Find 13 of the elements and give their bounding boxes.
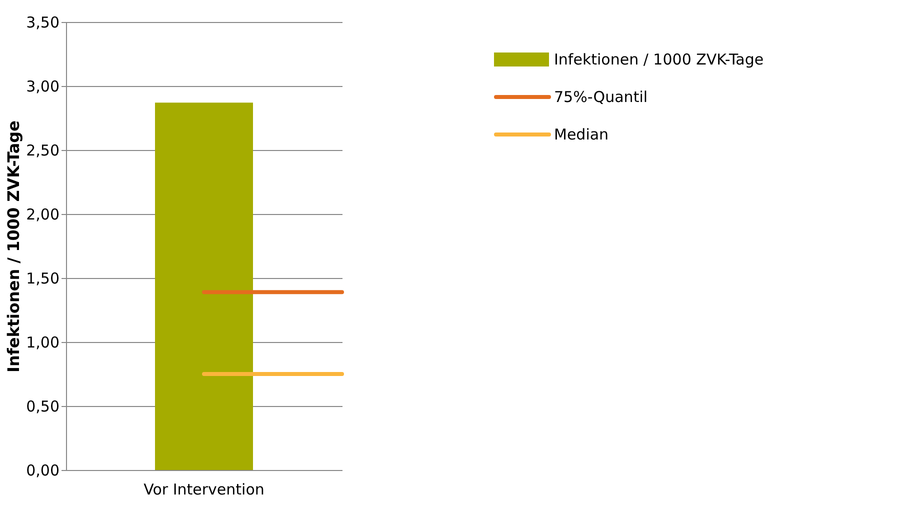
y-tick-label: 1,00 — [26, 334, 60, 352]
y-tick-label: 3,00 — [26, 78, 60, 96]
legend-label: Infektionen / 1000 ZVK-Tage — [554, 50, 764, 68]
y-tick-label: 3,50 — [26, 14, 60, 32]
legend-label: Median — [554, 126, 609, 144]
y-tick-label: 2,50 — [26, 142, 60, 160]
y-axis-title: Infektionen / 1000 ZVK-Tage — [4, 120, 24, 372]
y-tick-label: 0,50 — [26, 398, 60, 416]
legend-label: 75%-Quantil — [554, 88, 648, 106]
y-tick-label: 1,50 — [26, 270, 60, 288]
y-tick-label: 2,00 — [26, 206, 60, 224]
y-tick-label: 0,00 — [26, 462, 60, 480]
x-tick-label: Vor Intervention — [144, 480, 264, 498]
